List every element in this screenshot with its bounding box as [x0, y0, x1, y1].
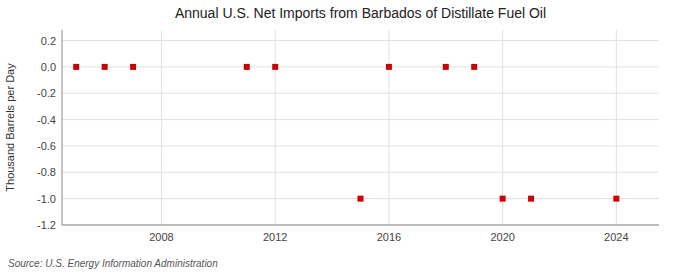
point: [471, 64, 477, 70]
point: [613, 196, 619, 202]
chart: 0.2 0.0 -0.2 -0.4 -0.6 -0.8 -1.0 -1.2 2008 2012 20…: [0, 0, 675, 275]
y-axis-line: [62, 30, 63, 225]
y-grid-line: [62, 119, 659, 120]
point: [272, 64, 278, 70]
x-grid-line: [388, 30, 389, 225]
y-grid-line: [62, 93, 659, 94]
y-tick-label: -0.2: [37, 87, 56, 99]
x-tick-label: 2024: [604, 231, 628, 243]
point: [528, 196, 534, 202]
point: [443, 64, 449, 70]
y-grid-line: [62, 40, 659, 41]
point: [130, 64, 136, 70]
y-tick-label: -0.6: [37, 140, 56, 152]
annotation: Source: U.S. Energy Information Administ…: [8, 258, 218, 269]
x-tick-label: 2012: [263, 231, 287, 243]
y-tick-label: -1.0: [37, 193, 56, 205]
point: [102, 64, 108, 70]
x-tick-label: 2020: [490, 231, 514, 243]
y-grid-line: [62, 225, 659, 226]
y-grid-line: [62, 145, 659, 146]
x-grid-line: [275, 30, 276, 225]
y-tick-label: -0.4: [37, 114, 56, 126]
point: [358, 196, 364, 202]
point: [73, 64, 79, 70]
point: [244, 64, 250, 70]
y-axis-label: Thousand Barrels per Day: [4, 63, 16, 192]
x-axis-line: [62, 225, 659, 226]
x-tick-label: 2016: [377, 231, 401, 243]
y-grid-line: [62, 66, 659, 67]
y-tick-label: 0.2: [41, 35, 56, 47]
y-tick-label: -1.2: [37, 219, 56, 231]
x-grid-line: [161, 30, 162, 225]
y-tick-label: -0.8: [37, 166, 56, 178]
point: [386, 64, 392, 70]
axes: 0.2 0.0 -0.2 -0.4 -0.6 -0.8 -1.0 -1.2 2008 2012 20…: [37, 30, 659, 243]
x-tick-label: 2008: [149, 231, 173, 243]
points: [73, 64, 619, 202]
title: Annual U.S. Net Imports from Barbados of…: [175, 5, 546, 21]
grid: [62, 30, 659, 225]
y-tick-label: 0.0: [41, 61, 56, 73]
point: [500, 196, 506, 202]
y-grid-line: [62, 172, 659, 173]
